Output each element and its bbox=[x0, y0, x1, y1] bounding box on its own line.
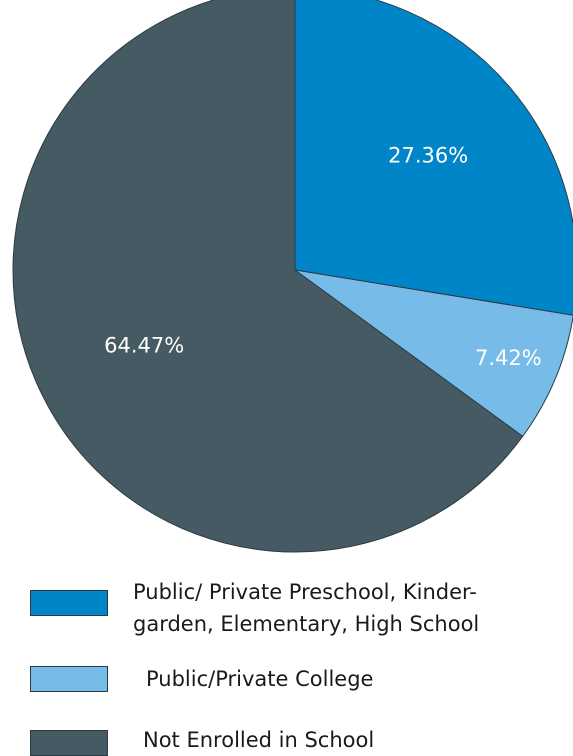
pie-chart: 27.36% 7.42% 64.47% bbox=[12, 0, 573, 553]
slice-labels: 27.36% 7.42% 64.47% bbox=[104, 144, 542, 370]
legend-swatch-college bbox=[30, 666, 108, 692]
slice-college-label: 7.42% bbox=[475, 346, 542, 370]
slice-not-enrolled bbox=[12, 0, 524, 553]
pie-slices bbox=[12, 0, 573, 553]
legend-label-college: Public/Private College bbox=[146, 667, 374, 691]
slice-not-enrolled-label: 64.47% bbox=[104, 334, 184, 358]
slice-preschool-to-high-school bbox=[294, 0, 573, 316]
legend-label-preschool-to-high-school: Public/ Private Preschool, Kinder- garde… bbox=[133, 580, 480, 636]
slice-preschool-to-high-school-label: 27.36% bbox=[388, 144, 468, 168]
legend-label-not-enrolled: Not Enrolled in School bbox=[143, 728, 375, 752]
legend-swatch-not-enrolled bbox=[30, 730, 108, 756]
legend-swatch-preschool-to-high-school bbox=[30, 590, 108, 616]
